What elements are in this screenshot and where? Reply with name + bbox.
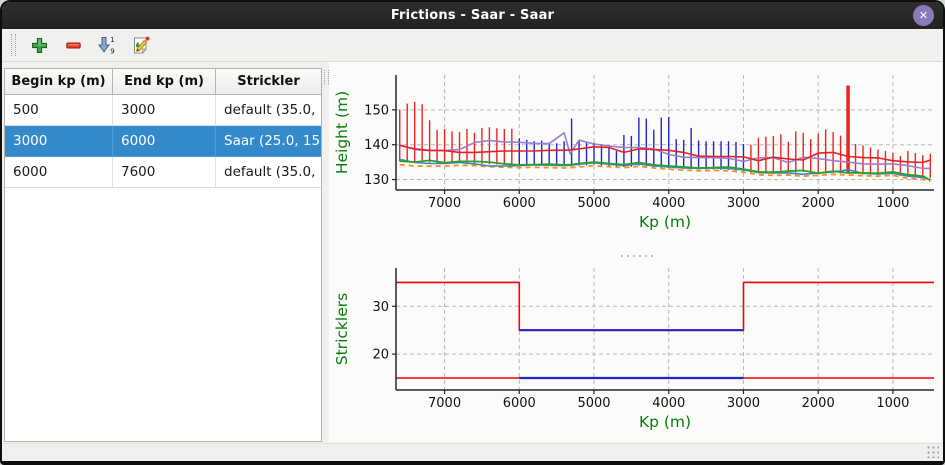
svg-text:4000: 4000 [652, 196, 685, 211]
svg-text:7000: 7000 [428, 196, 461, 211]
minus-icon [65, 42, 81, 48]
table-cell[interactable]: default (35.0, … [216, 157, 321, 188]
edit-row-button[interactable] [126, 31, 156, 59]
remove-row-button[interactable] [58, 31, 88, 59]
svg-text:2000: 2000 [802, 396, 835, 411]
table-cell[interactable]: 500 [5, 95, 113, 126]
svg-text:3000: 3000 [727, 396, 760, 411]
svg-text:30: 30 [372, 300, 389, 315]
svg-text:Kp (m): Kp (m) [639, 213, 691, 231]
stricklers-chart: 7000 6000 5000 4000 3000 2000 1000 20 30 Kp (m) St… [333, 268, 934, 431]
svg-text:7000: 7000 [428, 396, 461, 411]
table-cell[interactable]: 3000 [113, 95, 216, 126]
sort-numeric-icon: 1 9 [98, 36, 115, 55]
close-button[interactable]: ✕ [913, 5, 934, 26]
sort-badge-bottom: 9 [110, 47, 114, 55]
height-profile-chart: 7000 6000 5000 4000 3000 2000 1000 130 140 150 Kp … [333, 75, 934, 231]
table-header: Begin kp (m) End kp (m) Strickler [5, 69, 321, 95]
svg-text:Stricklers: Stricklers [333, 293, 351, 365]
svg-text:5000: 5000 [577, 196, 610, 211]
titlebar[interactable]: Frictions - Saar - Saar ✕ [2, 2, 943, 29]
svg-text:6000: 6000 [503, 396, 536, 411]
table-cell[interactable]: Saar (25.0, 15.0) [216, 126, 321, 157]
status-bar [2, 443, 943, 461]
svg-text:3000: 3000 [727, 196, 760, 211]
svg-text:4000: 4000 [652, 396, 685, 411]
svg-text:20: 20 [372, 348, 389, 363]
close-icon: ✕ [918, 9, 929, 22]
svg-text:130: 130 [364, 173, 389, 188]
svg-text:6000: 6000 [503, 196, 536, 211]
svg-text:Kp (m): Kp (m) [639, 413, 691, 431]
edit-icon [134, 36, 150, 54]
toolbar-drag-handle[interactable] [11, 34, 16, 56]
window-title: Frictions - Saar - Saar [390, 8, 555, 23]
sort-badge-top: 1 [110, 36, 114, 44]
chart-panel: 7000 6000 5000 4000 3000 2000 1000 130 140 150 Kp … [329, 62, 942, 442]
panel-splitter-handle[interactable] [324, 70, 329, 85]
add-row-button[interactable] [24, 31, 54, 59]
table-cell[interactable]: 6000 [113, 126, 216, 157]
svg-text:150: 150 [364, 103, 389, 118]
column-header-strickler[interactable]: Strickler [216, 69, 321, 95]
svg-text:1000: 1000 [876, 196, 909, 211]
sort-rows-button[interactable]: 1 9 [92, 31, 122, 59]
table-cell[interactable]: 3000 [5, 126, 113, 157]
frictions-table: Begin kp (m) End kp (m) Strickler 500 300… [4, 68, 322, 442]
plus-icon [31, 37, 47, 53]
svg-text:Height (m): Height (m) [333, 91, 351, 174]
svg-text:2000: 2000 [802, 196, 835, 211]
main-area: Begin kp (m) End kp (m) Strickler 500 300… [2, 62, 943, 443]
column-header-begin-kp[interactable]: Begin kp (m) [5, 69, 113, 95]
svg-text:140: 140 [364, 138, 389, 153]
svg-text:1000: 1000 [876, 396, 909, 411]
toolbar: 1 9 [2, 29, 943, 62]
table-cell[interactable]: 6000 [5, 157, 113, 188]
svg-text:5000: 5000 [577, 396, 610, 411]
table-cell[interactable]: default (35.0, … [216, 95, 321, 126]
resize-grip[interactable] [926, 445, 939, 458]
table-cell[interactable]: 7600 [113, 157, 216, 188]
column-header-end-kp[interactable]: End kp (m) [113, 69, 216, 95]
